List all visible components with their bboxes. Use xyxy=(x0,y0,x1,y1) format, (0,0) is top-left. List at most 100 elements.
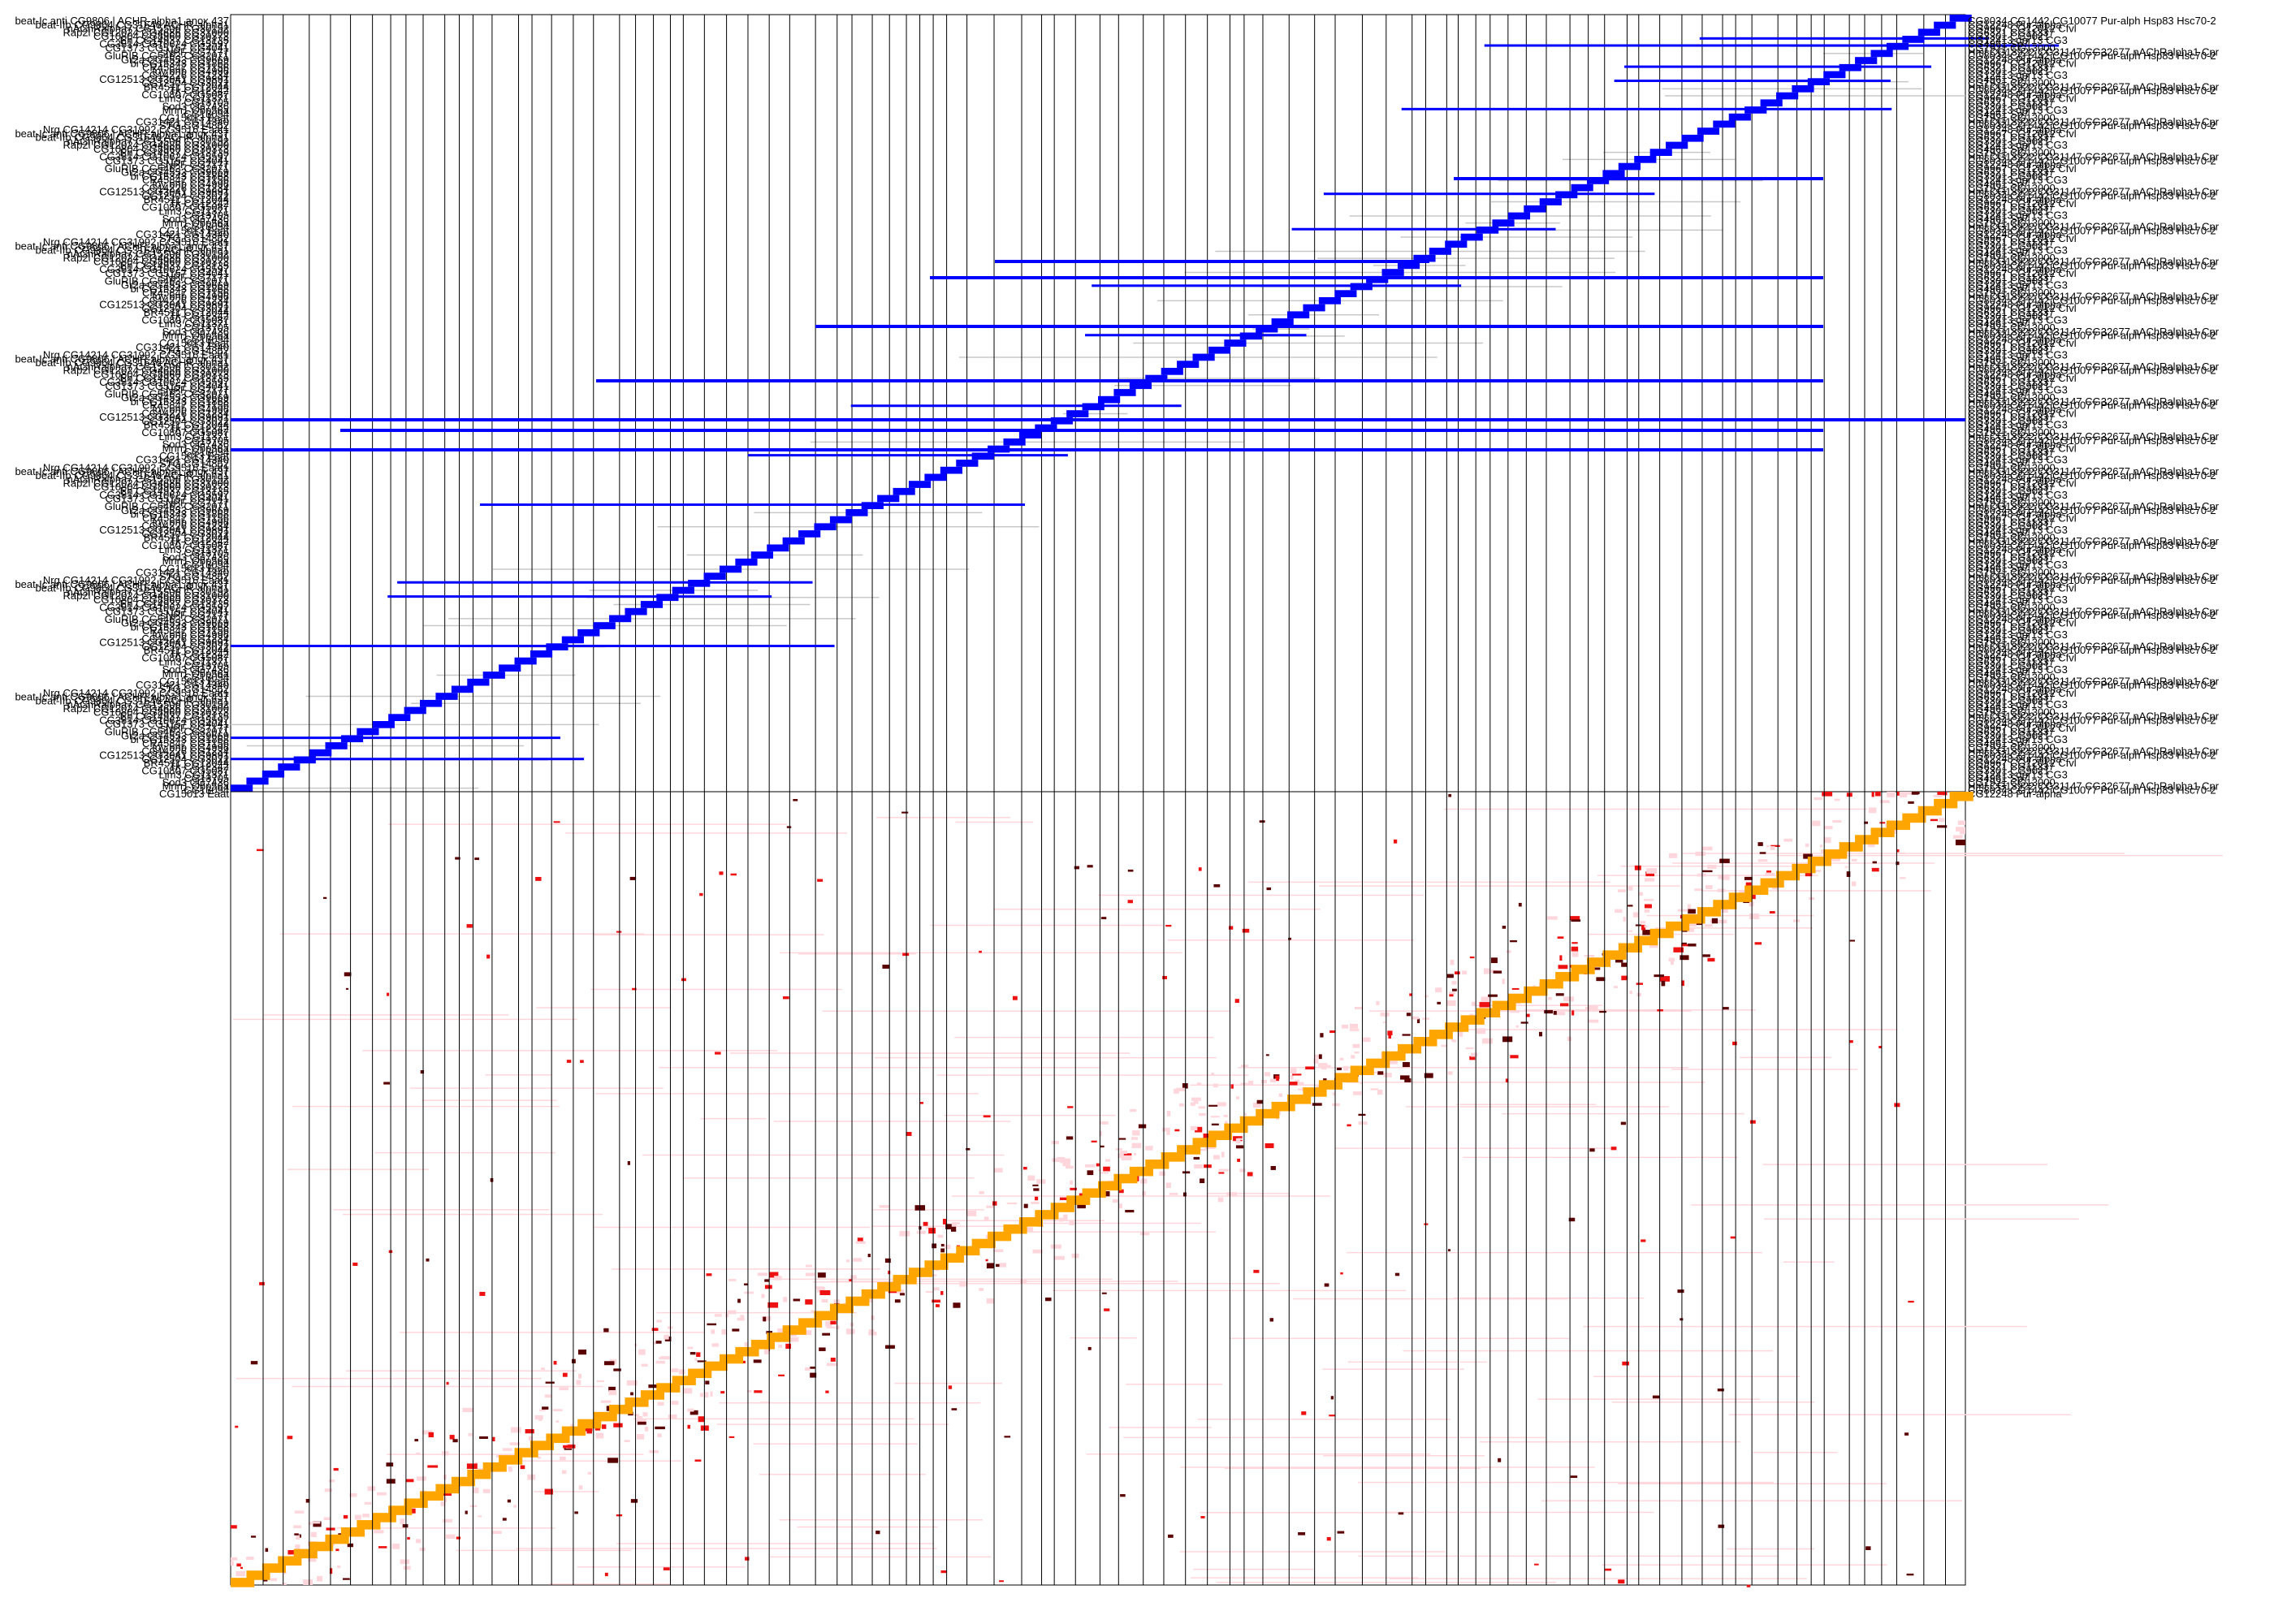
diagonal-block xyxy=(798,1318,823,1328)
diagonal-block xyxy=(1666,921,1690,931)
band-step xyxy=(1760,99,1783,107)
diagonal-block xyxy=(1018,1217,1044,1227)
heat-cell xyxy=(793,1298,801,1302)
heat-cell xyxy=(1702,846,1713,851)
left-axis-label: CG15013 Eaat xyxy=(159,563,229,575)
right-axis-label: CG12248 Pur-alpha xyxy=(1968,718,2062,730)
heat-cell xyxy=(1004,1436,1011,1438)
left-axis-label: Mnn1 Obp56a xyxy=(162,780,230,793)
heat-cell xyxy=(378,1546,387,1548)
heat-cell xyxy=(349,1492,357,1497)
diagonal-block xyxy=(767,1332,791,1342)
heat-cell xyxy=(1584,954,1595,957)
left-axis-label: CG3814 CG10624 CG5597 xyxy=(99,150,229,162)
diagonal-block xyxy=(924,1260,949,1270)
diagonal-block xyxy=(309,1541,334,1552)
heat-cell xyxy=(1118,1153,1122,1158)
left-axis-label: CG14226 CG1234 xyxy=(141,407,229,419)
heat-cell xyxy=(1290,1068,1297,1074)
heat-cell xyxy=(580,1060,584,1063)
heat-cell xyxy=(578,1373,582,1379)
right-axis-label: CG9967 CG12012 Cfvl xyxy=(1968,23,2077,35)
heat-cell xyxy=(305,1498,310,1503)
left-axis-label: CG31421 CG14340 xyxy=(136,454,229,466)
band-step xyxy=(956,460,979,467)
heat-cell xyxy=(466,924,473,928)
heat-cell xyxy=(817,1286,825,1293)
heat-cell xyxy=(1451,981,1457,985)
left-axis-label: CG3814 CG10624 CG5597 xyxy=(99,489,229,501)
left-axis-label: Gr2a CG4553 CG9669 xyxy=(121,504,229,516)
heat-cell xyxy=(1100,917,1107,920)
right-axis-label: CG3301 CG9021 xyxy=(1968,345,2049,357)
heat-cell xyxy=(630,1392,633,1396)
diagonal-block xyxy=(325,1534,349,1544)
heat-cell xyxy=(940,1243,945,1247)
heat-cell xyxy=(699,1393,704,1397)
right-axis-label: CG6321 CG11337 xyxy=(1968,691,2055,703)
heat-cell xyxy=(1623,916,1626,922)
right-axis-label: CG6321 CG11337 xyxy=(1968,761,2055,773)
right-axis-label: CG1921 CG13000 xyxy=(1968,602,2056,614)
right-axis-label: CG9967 CG12012 Cfvl xyxy=(1968,512,2077,524)
left-axis-label: CG15013 Eaat xyxy=(159,112,229,124)
heat-cell xyxy=(1805,871,1813,877)
heat-cell xyxy=(466,1463,478,1469)
right-axis-label: CG1921 CG13000 xyxy=(1968,41,2056,54)
heat-cell xyxy=(1957,820,1965,825)
heat-cell xyxy=(637,1416,643,1420)
left-axis-label: Rap2l CG12024 CG4686 CG31000 xyxy=(63,477,229,489)
heat-cell xyxy=(552,1409,563,1411)
heat-cell xyxy=(1812,820,1821,827)
heat-cell xyxy=(1025,1227,1034,1233)
left-axis-label: CG10804 CG8960 CG30373 xyxy=(93,368,229,380)
band-step xyxy=(1586,177,1610,184)
heat-cell xyxy=(236,1563,241,1567)
heat-cell xyxy=(1362,1037,1371,1043)
heat-cell xyxy=(830,1320,837,1325)
heat-cell xyxy=(440,1501,446,1505)
heat-cell xyxy=(1640,921,1646,924)
heat-cell xyxy=(710,1391,713,1397)
right-axis-label: CG4961 Sp7 xyxy=(1968,352,2029,365)
left-axis-label: beat-IIb CG9864 CG31646 ACHR-alpha1 xyxy=(36,244,229,256)
heat-cell xyxy=(1403,1061,1410,1068)
right-axis-label: CG6321 CG11337 xyxy=(1968,481,2055,493)
band-step xyxy=(625,607,647,615)
heat-cell xyxy=(462,1407,473,1413)
left-axis-label: CG1373 CG5157 CG4041 xyxy=(106,154,229,166)
heat-cell xyxy=(414,1439,419,1442)
right-axis-label: Hml CG13922 CG31147 CG32677 nAChRalpha1 … xyxy=(1968,45,2220,58)
diagonal-block xyxy=(1129,1166,1153,1177)
right-axis-label: CG8034 CG1442 CG10077 Pur-alph Hsp83 Hsc… xyxy=(1968,434,2216,447)
left-axis-label: Sod3 CG7436 xyxy=(162,663,229,676)
heat-cell xyxy=(407,1536,410,1540)
heat-cell xyxy=(656,1320,662,1323)
right-axis-label: CG1921 CG13000 xyxy=(1968,496,2056,508)
heat-cell xyxy=(986,1263,995,1269)
right-axis-label: CG12413 dpr13 CG3 xyxy=(1968,139,2068,151)
heat-cell xyxy=(1218,1168,1230,1172)
right-axis-label: CG1921 CG13000 xyxy=(1968,112,2056,124)
heat-cell xyxy=(1278,1093,1282,1097)
left-axis-label: CR45847 CG7156 xyxy=(142,737,229,749)
heat-cell xyxy=(328,1479,335,1483)
heat-cell xyxy=(1121,1155,1132,1161)
heat-cell xyxy=(1711,918,1718,924)
right-axis-label: Hml CG13922 CG31147 CG32677 nAChRalpha1 … xyxy=(1968,710,2220,723)
heat-cell xyxy=(1638,892,1643,896)
diagonal-block xyxy=(672,1376,696,1385)
left-axis-label: CG12513 CG3041 CG9891 xyxy=(99,186,229,198)
heat-cell xyxy=(1688,944,1697,947)
heat-cell xyxy=(753,1359,762,1363)
heat-cell xyxy=(1757,859,1768,862)
heat-cell xyxy=(335,1548,339,1552)
diagonal-block xyxy=(1208,1130,1233,1140)
right-axis-label: CG1921 CG13000 xyxy=(1968,426,2056,438)
heat-cell xyxy=(333,1467,339,1471)
heat-cell xyxy=(1677,1289,1684,1294)
heat-cell xyxy=(849,1279,852,1282)
heat-cell xyxy=(509,1442,520,1445)
band-step xyxy=(1303,304,1325,312)
left-axis-label: STG CG14862 xyxy=(159,683,229,695)
